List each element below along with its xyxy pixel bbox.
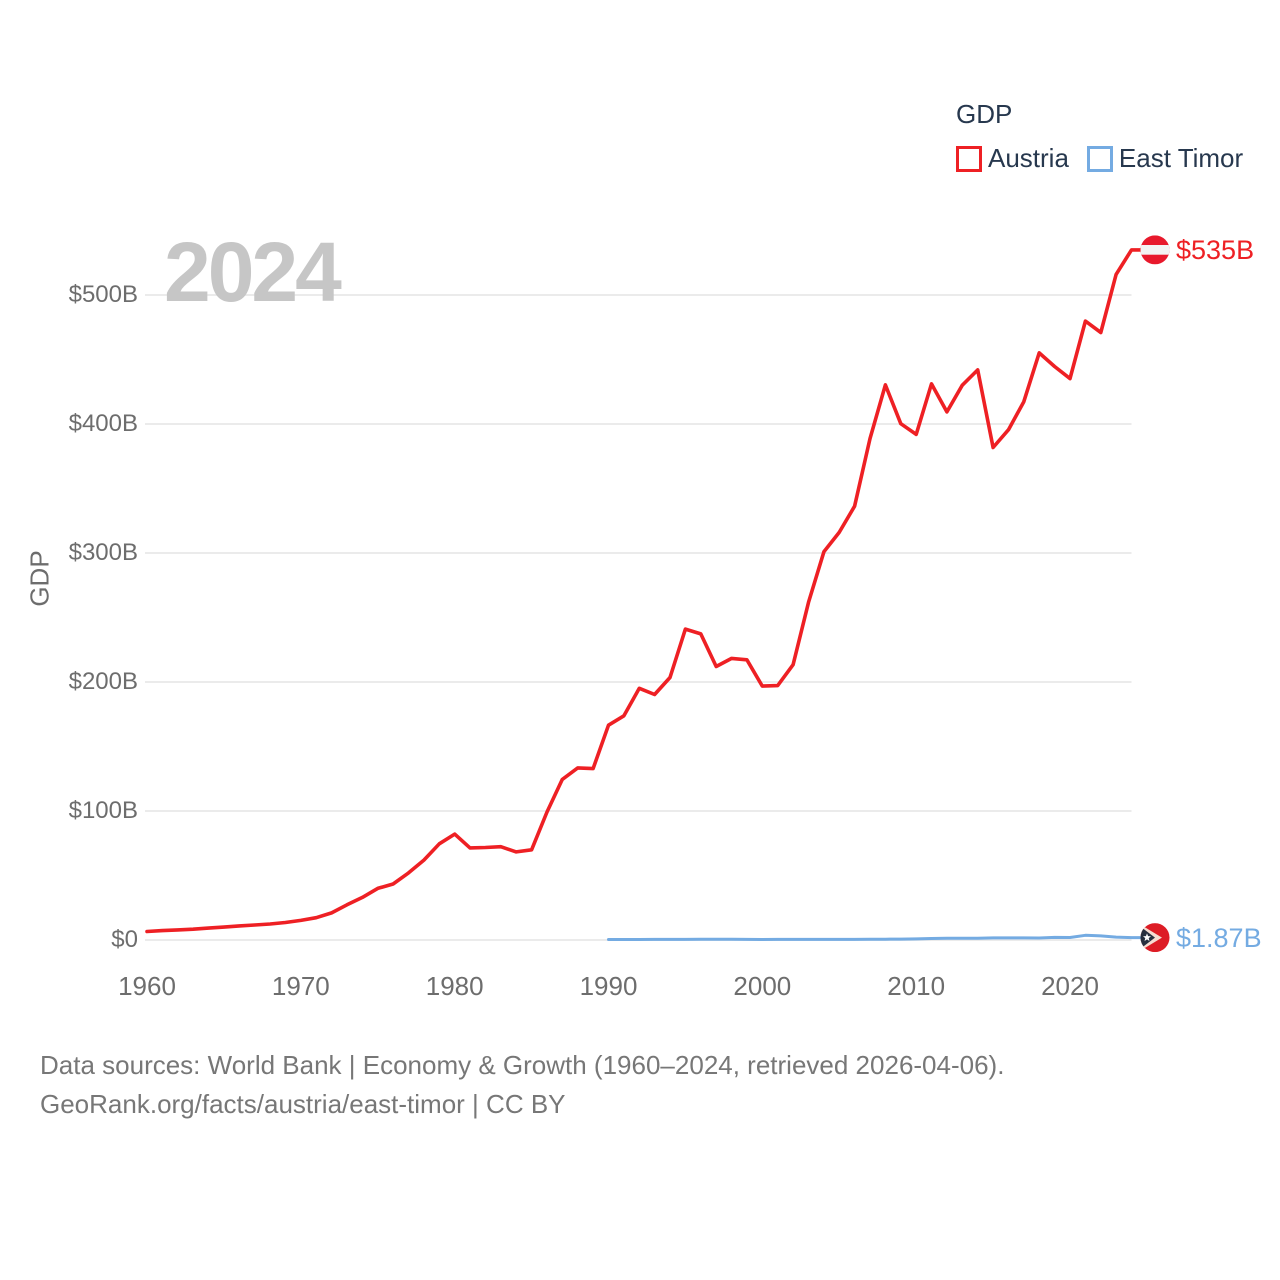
x-tick-label: 1980 bbox=[425, 971, 484, 1001]
x-tick-label: 2000 bbox=[733, 971, 792, 1001]
east-timor-flag-icon bbox=[1140, 923, 1170, 953]
y-tick-label: $200B bbox=[68, 668, 138, 695]
footer-data-sources: Data sources: World Bank | Economy & Gro… bbox=[40, 1050, 1005, 1080]
x-tick-label: 2020 bbox=[1041, 971, 1099, 1001]
y-tick-label: $300B bbox=[68, 539, 138, 566]
y-tick-label: $500B bbox=[68, 281, 138, 308]
gridlines bbox=[145, 294, 1132, 941]
x-tick-label: 2010 bbox=[887, 971, 946, 1001]
y-tick-label: $400B bbox=[68, 410, 138, 437]
legend: GDP Austria East Timor bbox=[956, 100, 1243, 174]
footer-attribution: GeoRank.org/facts/austria/east-timor | C… bbox=[40, 1089, 566, 1119]
austria-line[interactable] bbox=[145, 248, 1142, 934]
austria-series-swatch bbox=[956, 145, 982, 172]
east-timor-series-swatch bbox=[1086, 145, 1113, 172]
x-tick-label: 1990 bbox=[579, 971, 638, 1001]
legend-title: GDP bbox=[956, 99, 1013, 129]
legend-label-austria: Austria bbox=[988, 143, 1069, 173]
y-tick-label: $0 bbox=[111, 926, 138, 953]
y-tick-label: $100B bbox=[68, 797, 138, 824]
legend-item-austria[interactable]: Austria bbox=[956, 143, 1069, 174]
east-timor-end-value-label: $1.87B bbox=[1176, 922, 1262, 953]
y-axis-title: GDP bbox=[24, 550, 55, 607]
east-timor-line[interactable] bbox=[607, 933, 1142, 941]
legend-item-east-timor[interactable]: East Timor bbox=[1086, 143, 1244, 174]
footer: Data sources: World Bank | Economy & Gro… bbox=[40, 1046, 1004, 1124]
x-tick-label: 1960 bbox=[118, 971, 176, 1001]
legend-label-east-timor: East Timor bbox=[1118, 143, 1244, 173]
year-watermark: 2024 bbox=[164, 225, 342, 319]
austria-end-value-label: $535B bbox=[1176, 234, 1255, 265]
austria-flag-icon bbox=[1140, 235, 1170, 265]
x-tick-label: 1970 bbox=[271, 971, 330, 1001]
